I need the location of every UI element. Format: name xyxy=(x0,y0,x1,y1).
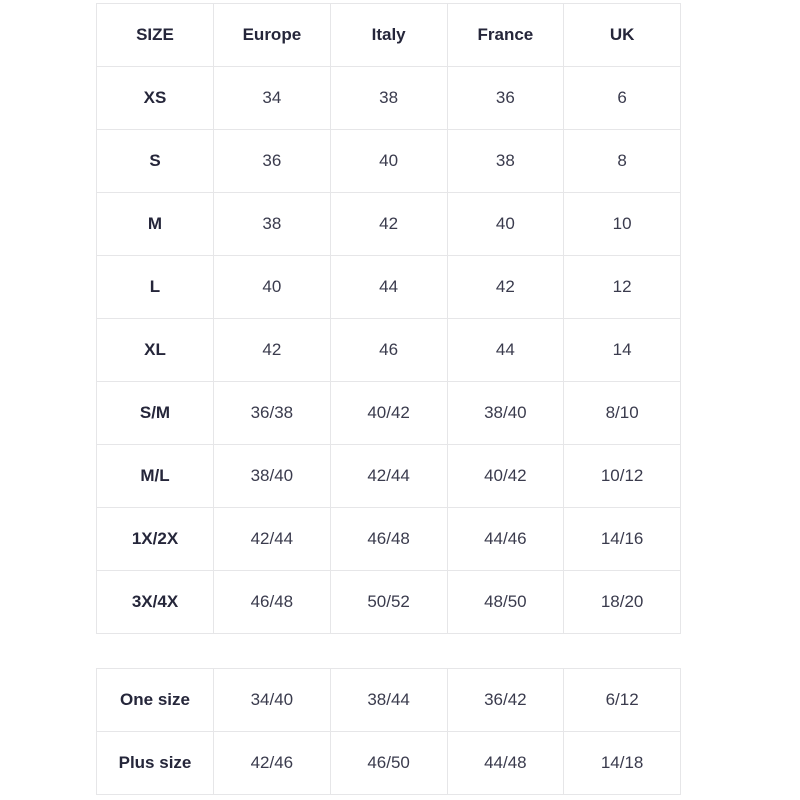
cell-one-size-france: 36/42 xyxy=(446,668,565,732)
standard-size-table-body: XS 34 38 36 6 S 36 40 38 8 M 38 42 xyxy=(96,66,681,634)
one-size-plus-size-table-body: One size 34/40 38/44 36/42 6/12 Plus siz… xyxy=(96,668,681,795)
cell-plus-size-uk: 14/18 xyxy=(563,731,681,795)
cell-1x-2x-france: 44/46 xyxy=(446,507,565,571)
cell-xl-uk: 14 xyxy=(563,318,681,382)
table-row: 3X/4X 46/48 50/52 48/50 18/20 xyxy=(96,570,681,634)
table-row: L 40 44 42 12 xyxy=(96,255,681,319)
cell-m-l-europe: 38/40 xyxy=(213,444,331,508)
row-label-xl: XL xyxy=(96,318,214,382)
cell-l-france: 42 xyxy=(446,255,565,319)
cell-xl-france: 44 xyxy=(446,318,565,382)
column-header-italy: Italy xyxy=(329,3,448,67)
row-label-s: S xyxy=(96,129,214,193)
cell-plus-size-italy: 46/50 xyxy=(329,731,448,795)
table-row: XL 42 46 44 14 xyxy=(96,318,681,382)
cell-l-italy: 44 xyxy=(329,255,448,319)
standard-size-table-header: SIZE Europe Italy France UK xyxy=(96,3,681,67)
cell-m-europe: 38 xyxy=(213,192,331,256)
size-chart-stack: SIZE Europe Italy France UK XS 34 38 36 … xyxy=(96,3,681,795)
table-row: M 38 42 40 10 xyxy=(96,192,681,256)
cell-s-france: 38 xyxy=(446,129,565,193)
table-row: S/M 36/38 40/42 38/40 8/10 xyxy=(96,381,681,445)
cell-3x-4x-france: 48/50 xyxy=(446,570,565,634)
cell-xs-france: 36 xyxy=(446,66,565,130)
cell-m-uk: 10 xyxy=(563,192,681,256)
row-label-m: M xyxy=(96,192,214,256)
cell-s-uk: 8 xyxy=(563,129,681,193)
cell-plus-size-europe: 42/46 xyxy=(213,731,331,795)
row-label-l: L xyxy=(96,255,214,319)
cell-m-l-italy: 42/44 xyxy=(329,444,448,508)
cell-one-size-italy: 38/44 xyxy=(329,668,448,732)
cell-m-l-uk: 10/12 xyxy=(563,444,681,508)
cell-xs-europe: 34 xyxy=(213,66,331,130)
table-header-row: SIZE Europe Italy France UK xyxy=(96,3,681,67)
cell-s-m-uk: 8/10 xyxy=(563,381,681,445)
table-row: One size 34/40 38/44 36/42 6/12 xyxy=(96,668,681,732)
column-header-size: SIZE xyxy=(96,3,214,67)
row-label-one-size: One size xyxy=(96,668,214,732)
cell-s-m-europe: 36/38 xyxy=(213,381,331,445)
table-row: Plus size 42/46 46/50 44/48 14/18 xyxy=(96,731,681,795)
cell-s-m-france: 38/40 xyxy=(446,381,565,445)
cell-l-europe: 40 xyxy=(213,255,331,319)
column-header-europe: Europe xyxy=(213,3,331,67)
table-row: S 36 40 38 8 xyxy=(96,129,681,193)
cell-l-uk: 12 xyxy=(563,255,681,319)
cell-plus-size-france: 44/48 xyxy=(446,731,565,795)
table-row: M/L 38/40 42/44 40/42 10/12 xyxy=(96,444,681,508)
row-label-xs: XS xyxy=(96,66,214,130)
column-header-uk: UK xyxy=(563,3,681,67)
cell-xl-europe: 42 xyxy=(213,318,331,382)
cell-m-l-france: 40/42 xyxy=(446,444,565,508)
row-label-m-l: M/L xyxy=(96,444,214,508)
row-label-plus-size: Plus size xyxy=(96,731,214,795)
cell-one-size-uk: 6/12 xyxy=(563,668,681,732)
column-header-france: France xyxy=(446,3,565,67)
cell-3x-4x-europe: 46/48 xyxy=(213,570,331,634)
cell-s-europe: 36 xyxy=(213,129,331,193)
cell-1x-2x-italy: 46/48 xyxy=(329,507,448,571)
cell-m-france: 40 xyxy=(446,192,565,256)
cell-s-italy: 40 xyxy=(329,129,448,193)
row-label-1x-2x: 1X/2X xyxy=(96,507,214,571)
standard-size-table: SIZE Europe Italy France UK XS 34 38 36 … xyxy=(96,3,681,634)
table-row: 1X/2X 42/44 46/48 44/46 14/16 xyxy=(96,507,681,571)
cell-3x-4x-uk: 18/20 xyxy=(563,570,681,634)
row-label-s-m: S/M xyxy=(96,381,214,445)
cell-m-italy: 42 xyxy=(329,192,448,256)
cell-one-size-europe: 34/40 xyxy=(213,668,331,732)
cell-s-m-italy: 40/42 xyxy=(329,381,448,445)
table-row: XS 34 38 36 6 xyxy=(96,66,681,130)
table-separator-gap xyxy=(96,634,680,668)
cell-xs-uk: 6 xyxy=(563,66,681,130)
cell-xl-italy: 46 xyxy=(329,318,448,382)
cell-3x-4x-italy: 50/52 xyxy=(329,570,448,634)
one-size-plus-size-table: One size 34/40 38/44 36/42 6/12 Plus siz… xyxy=(96,668,681,795)
cell-1x-2x-europe: 42/44 xyxy=(213,507,331,571)
cell-1x-2x-uk: 14/16 xyxy=(563,507,681,571)
row-label-3x-4x: 3X/4X xyxy=(96,570,214,634)
cell-xs-italy: 38 xyxy=(329,66,448,130)
